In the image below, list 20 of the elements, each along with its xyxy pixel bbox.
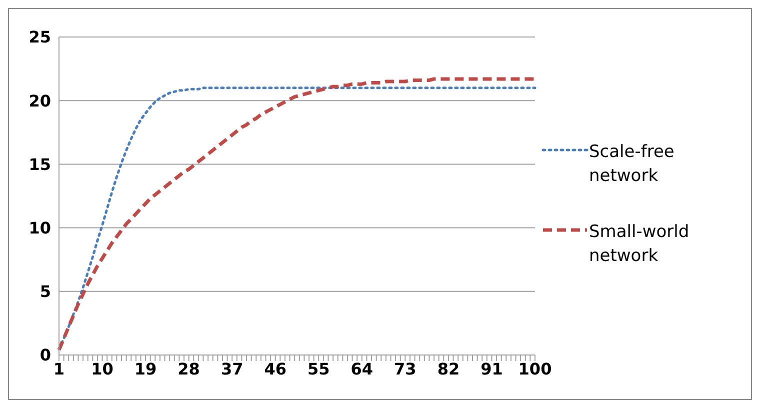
- x-tick-label: 1: [53, 359, 65, 378]
- x-tick-label: 10: [91, 359, 114, 378]
- y-tick-label: 20: [28, 91, 51, 110]
- x-tick-label: 19: [134, 359, 157, 378]
- x-tick-label: 73: [394, 359, 416, 378]
- legend-label: Scale-free network: [589, 141, 676, 188]
- y-tick-label: 10: [28, 218, 51, 238]
- x-tick-label: 82: [437, 359, 460, 378]
- x-tick-label: 37: [220, 359, 244, 378]
- y-tick-label: 15: [28, 154, 51, 174]
- x-tick-label: 46: [264, 359, 286, 378]
- y-tick-label: 5: [40, 282, 51, 302]
- x-tick-label: 55: [308, 359, 330, 378]
- x-tick-label: 28: [178, 359, 200, 378]
- x-tick-label: 91: [480, 359, 503, 378]
- y-tick-label: 25: [28, 28, 51, 47]
- x-tick-label: 64: [350, 359, 374, 378]
- legend-label: Small-world network: [589, 221, 690, 268]
- x-tick-label: 100: [518, 359, 552, 378]
- y-tick-label: 0: [40, 346, 51, 365]
